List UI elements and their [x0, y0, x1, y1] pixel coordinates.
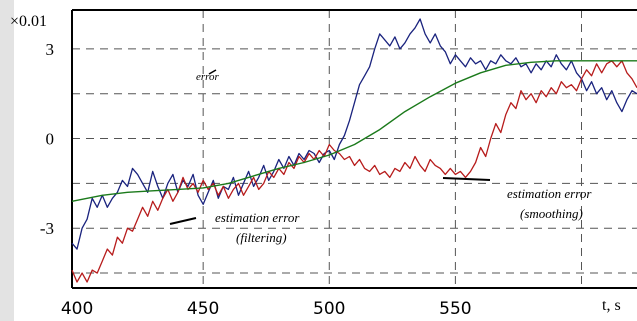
series-line-error [71, 18, 637, 250]
smooth-pointer [442, 177, 491, 181]
y-tick-label: -3 [40, 219, 54, 238]
x-axis-label: t, s [602, 297, 621, 314]
y-tick-label: 0 [46, 130, 55, 149]
error-annotation: error [196, 71, 220, 83]
error-pointer [208, 69, 217, 75]
filter-annotation-line2: (filtering) [236, 230, 287, 245]
plot-area [72, 10, 637, 288]
series-line-smoothing [71, 60, 637, 202]
tick-labels: 400 450 500 550 3 0 -3 [40, 40, 472, 319]
x-tick-label: 450 [187, 299, 219, 319]
series-group [71, 18, 637, 283]
y-tick-label: 3 [46, 40, 55, 59]
x-tick-label: 550 [439, 299, 471, 319]
series-line-filtering [71, 60, 637, 283]
x-tick-label: 400 [61, 299, 93, 319]
smooth-annotation-line2: (smoothing) [520, 206, 583, 221]
smooth-annotation-line1: estimation error [507, 186, 592, 201]
grid-lines [72, 10, 637, 288]
left-margin-strip [0, 0, 14, 321]
filter-pointer [169, 217, 197, 225]
x-tick-label: 500 [313, 299, 345, 319]
y-scale-label: ×0.01 [10, 13, 47, 30]
filter-annotation-line1: estimation error [215, 210, 300, 225]
